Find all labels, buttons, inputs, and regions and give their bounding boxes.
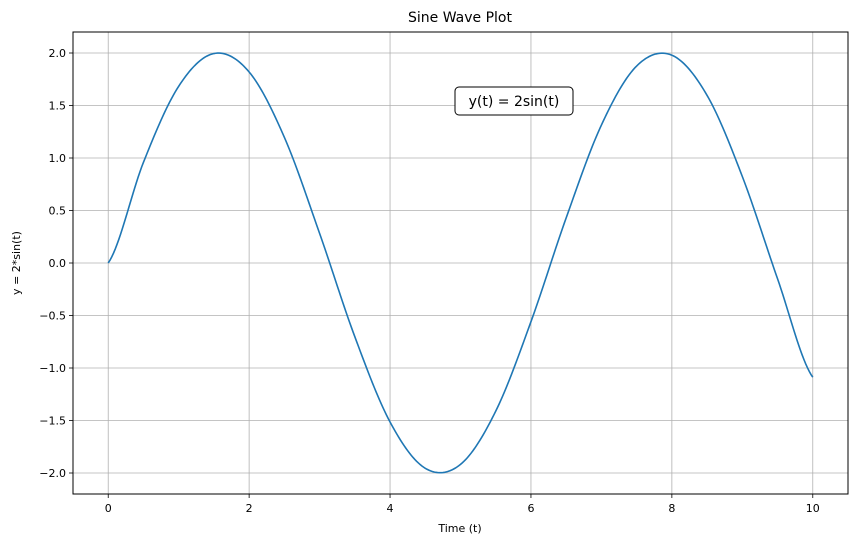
x-tick-label: 2 <box>246 502 253 515</box>
y-tick-label: −1.0 <box>39 362 66 375</box>
y-tick-label: 0.5 <box>49 205 67 218</box>
annotation-text: y(t) = 2sin(t) <box>469 94 560 110</box>
chart-title: Sine Wave Plot <box>408 10 512 26</box>
x-tick-label: 8 <box>668 502 675 515</box>
x-tick-label: 0 <box>105 502 112 515</box>
y-tick-label: −1.5 <box>39 415 66 428</box>
x-tick-label: 6 <box>527 502 534 515</box>
x-tick-label: 4 <box>387 502 394 515</box>
y-tick-label: 1.5 <box>49 100 67 113</box>
y-tick-label: 0.0 <box>49 257 67 270</box>
y-tick-label: 2.0 <box>49 47 67 60</box>
y-axis-ticks: −2.0 −1.5 −1.0 −0.5 0.0 0.5 1.0 1.5 2.0 <box>39 47 73 480</box>
annotation-box: y(t) = 2sin(t) <box>454 86 574 116</box>
y-axis-label: y = 2*sin(t) <box>10 231 23 295</box>
y-tick-label: −2.0 <box>39 467 66 480</box>
sine-series-line <box>107 52 814 474</box>
y-tick-label: −0.5 <box>39 310 66 323</box>
y-tick-label: 1.0 <box>49 152 67 165</box>
x-axis-ticks: 0 2 4 6 8 10 <box>105 494 820 515</box>
x-tick-label: 10 <box>806 502 820 515</box>
x-axis-label: Time (t) <box>437 522 481 535</box>
